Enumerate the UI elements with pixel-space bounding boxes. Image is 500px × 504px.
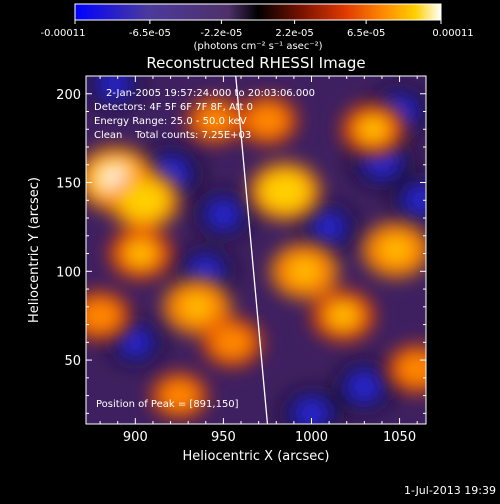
colorbar-tick-label: 0.00011 [432,28,473,39]
emission-blob-peak [406,360,426,378]
colorbar-tick-label: -6.5e-05 [129,28,171,39]
y-axis-label: Heliocentric Y (arcsec) [27,177,42,323]
footer-date: 1-Jul-2013 19:39 [404,484,496,497]
emission-blob-peak [169,387,190,404]
emission-blob-peak [129,244,152,263]
negative-blob-core [98,76,130,99]
colorbar-units: (photons cm⁻² s⁻¹ asec⁻²) [193,41,322,52]
y-tick-label: 100 [56,265,81,280]
x-tick-label: 1000 [295,430,328,445]
negative-blob-core [119,328,152,356]
emission-blob-peak [221,334,243,351]
image-panel [86,76,426,424]
y-axis-ticks: 50 100 150 200 [56,75,426,414]
colorbar-tick-label: -2.2e-05 [200,28,242,39]
annotation-energy: Energy Range: 25.0 - 50.0 keV [94,116,247,127]
colorbar-ticks: -0.00011 -6.5e-05 -2.2e-05 2.2e-05 6.5e-05 0.… [41,20,474,39]
negative-blob-core [206,200,241,229]
chart-title: Reconstructed RHESSI Image [146,54,365,72]
x-tick-label: 900 [123,430,148,445]
positive-emission-layer [86,95,426,419]
plot-frame [85,75,427,425]
emission-blob-peak [384,240,408,260]
y-tick-label: 50 [64,354,81,369]
emission-blob-peak [204,112,225,129]
annotation-time-range: 2-Jan-2005 19:57:24.000 to 20:03:06.000 [106,88,315,99]
y-tick-label: 200 [56,88,81,103]
x-tick-label: 950 [211,430,236,445]
emission-blob-peak [292,262,317,281]
annotation-clean: Clean Total counts: 7.25E+03 [94,130,251,141]
negative-blob-core [313,213,345,241]
emission-blob-peak [89,307,111,324]
colorbar-gradient [74,3,442,21]
negative-blob-core [346,371,382,402]
x-axis-ticks: 900 950 1000 1050 [99,76,418,445]
negative-blob-core [294,398,329,424]
emission-blob-peak [362,120,385,138]
emission-blob-peak [257,112,278,129]
negative-blob-core [189,257,223,286]
emission-blob-peak [185,297,209,316]
annotation-detectors: Detectors: 4F 5F 6F 7F 8F, Att 0 [94,102,253,113]
colorbar-tick-label: -0.00011 [41,28,86,39]
x-tick-label: 1050 [383,430,416,445]
annotation-peak: Position of Peak = [891,150] [96,399,239,410]
colorbar-tick-label: 6.5e-05 [347,28,385,39]
y-tick-label: 150 [56,177,81,192]
colorbar-tick-label: 2.2e-05 [275,28,313,39]
x-axis-label: Heliocentric X (arcsec) [183,449,330,464]
colorbar: -0.00011 -6.5e-05 -2.2e-05 2.2e-05 6.5e-05 0.… [41,3,474,52]
emission-blob-peak [332,307,355,325]
solar-limb-line [235,76,269,424]
negative-blob-core [404,186,426,215]
annotations: 2-Jan-2005 19:57:24.000 to 20:03:06.000 … [94,88,315,410]
emission-blob-peak [131,190,157,210]
emission-blob-peak [272,181,298,202]
